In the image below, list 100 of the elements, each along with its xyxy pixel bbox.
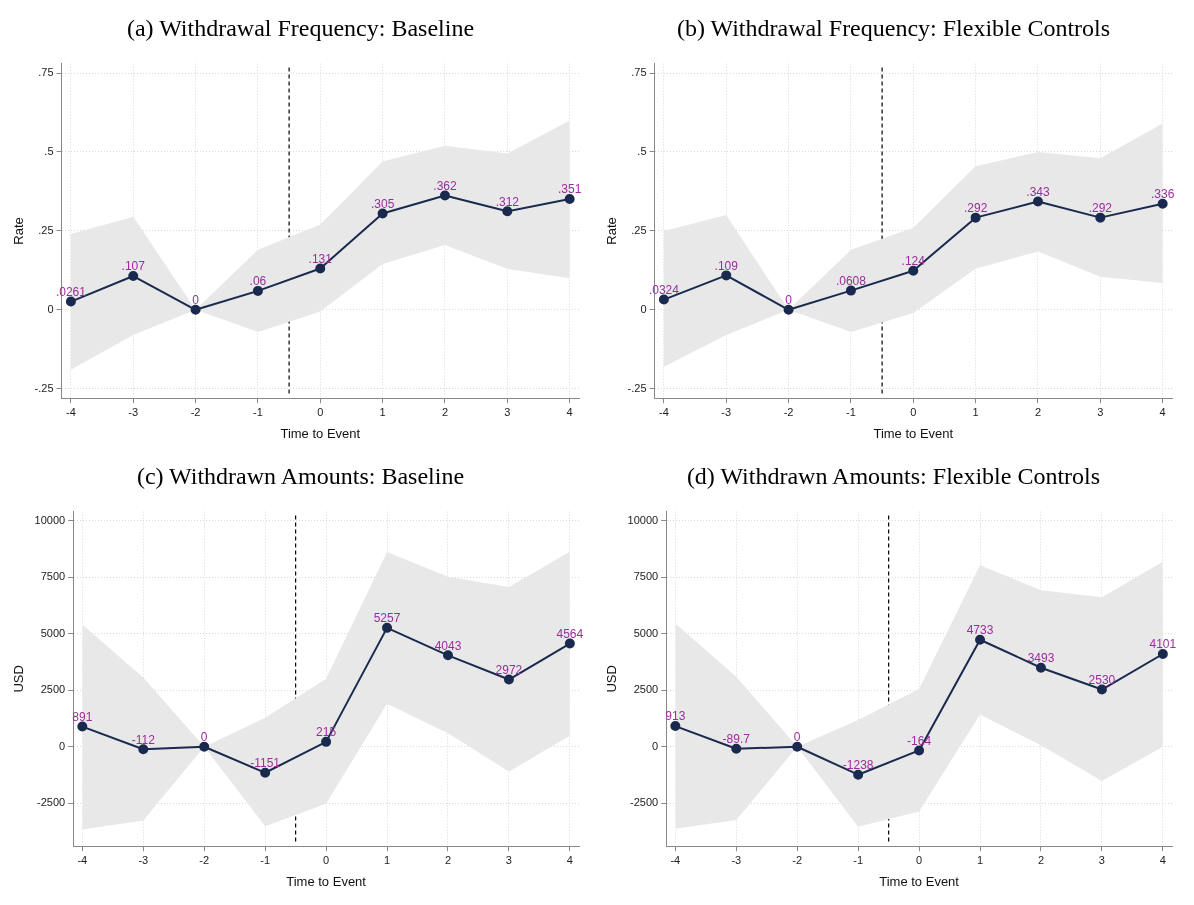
chart-title: (c) Withdrawn Amounts: Baseline [135,462,466,491]
data-label: .0324 [648,282,680,297]
y-tick-label: 10000 [627,513,659,526]
data-label: .336 [1150,187,1175,202]
y-tick-label: 5000 [633,626,659,639]
point [252,285,263,296]
x-tick-label: 2 [444,853,452,866]
y-tick-label: .75 [631,66,647,79]
point [845,285,856,296]
point [199,741,210,752]
y-tick-label: 0 [47,302,54,315]
x-tick-label: 2 [1034,405,1042,418]
data-label: 2972 [495,662,523,677]
point [442,650,453,661]
data-label: 0 [785,293,793,308]
x-tick-label: -1 [853,853,864,866]
data-label: .06 [249,274,267,289]
x-axis-title: Time to Event [873,425,954,441]
data-label: 4733 [966,623,994,638]
x-tick-label: 1 [972,405,979,418]
y-tick-label: .25 [38,223,54,236]
y-tick-label: 7500 [633,570,659,583]
point [260,767,271,778]
x-tick-label: 0 [916,853,923,866]
data-label: .292 [963,200,988,215]
y-axis-title: USD [11,665,27,693]
y-axis-title: USD [604,665,620,693]
y-tick-label: -2500 [37,796,66,809]
x-tick-label: 4 [566,853,573,866]
point [377,208,388,219]
point [138,744,149,755]
data-label: .305 [370,196,395,211]
y-tick-label: -.25 [627,381,647,394]
y-tick-label: -.25 [34,381,54,394]
point [1032,196,1043,207]
y-tick-label: .25 [631,223,647,236]
x-tick-label: -1 [846,405,856,418]
y-tick-label: 0 [59,739,66,752]
point [970,212,981,223]
y-tick-label: .5 [637,145,647,158]
x-tick-label: 4 [566,405,573,418]
x-tick-label: -2 [190,405,201,418]
point [1157,198,1168,209]
x-tick-label: -1 [260,853,271,866]
y-tick-label: 10000 [34,513,66,526]
y-tick-label: 5000 [40,626,66,639]
point [503,674,514,685]
data-label: .0261 [55,284,87,299]
data-label: .0608 [835,273,867,288]
x-axis-title: Time to Event [280,425,361,441]
x-tick-label: 3 [505,853,512,866]
point [1096,684,1107,695]
point [439,190,450,201]
point [564,194,575,205]
x-tick-label: 2 [1037,853,1045,866]
data-label: 3493 [1027,651,1055,666]
y-tick-label: .5 [44,145,54,158]
data-label: .343 [1026,184,1050,199]
x-tick-label: 2 [441,405,449,418]
point [853,769,864,780]
data-label: 0 [192,293,200,308]
point [783,304,794,315]
point [564,638,575,649]
y-tick-label: 7500 [40,570,66,583]
point [670,721,681,732]
y-tick-label: 0 [652,739,659,752]
x-axis-title: Time to Event [879,873,960,889]
y-axis-title: Rate [11,217,27,245]
point [792,741,803,752]
point [502,206,513,217]
point [1157,649,1168,660]
x-tick-label: -3 [128,405,139,418]
y-tick-label: -2500 [630,796,659,809]
data-label: .107 [121,259,146,274]
point [315,263,326,274]
chart-title: (a) Withdrawal Frequency: Baseline [125,14,476,43]
x-tick-label: 4 [1159,853,1166,866]
y-tick-label: 2500 [40,683,66,696]
data-label: 891 [72,709,93,724]
point [975,634,986,645]
x-tick-label: -2 [199,853,210,866]
x-tick-label: -4 [659,405,669,418]
data-label: 4043 [434,638,462,653]
x-tick-label: 4 [1159,405,1166,418]
data-label: 0 [793,730,801,745]
x-tick-label: -3 [138,853,149,866]
y-axis-title: Rate [604,217,620,245]
point [721,270,732,281]
x-tick-label: -2 [783,405,794,418]
x-tick-label: -3 [721,405,732,418]
x-tick-label: 1 [379,405,386,418]
x-tick-label: -4 [670,853,681,866]
x-tick-label: -2 [792,853,803,866]
point [731,743,742,754]
chart-title: (b) Withdrawal Frequency: Flexible Controls [675,14,1112,43]
point [1095,212,1106,223]
x-tick-label: 0 [317,405,324,418]
data-label: -1238 [842,758,874,773]
x-tick-label: 3 [1097,405,1104,418]
y-tick-label: 0 [640,302,647,315]
